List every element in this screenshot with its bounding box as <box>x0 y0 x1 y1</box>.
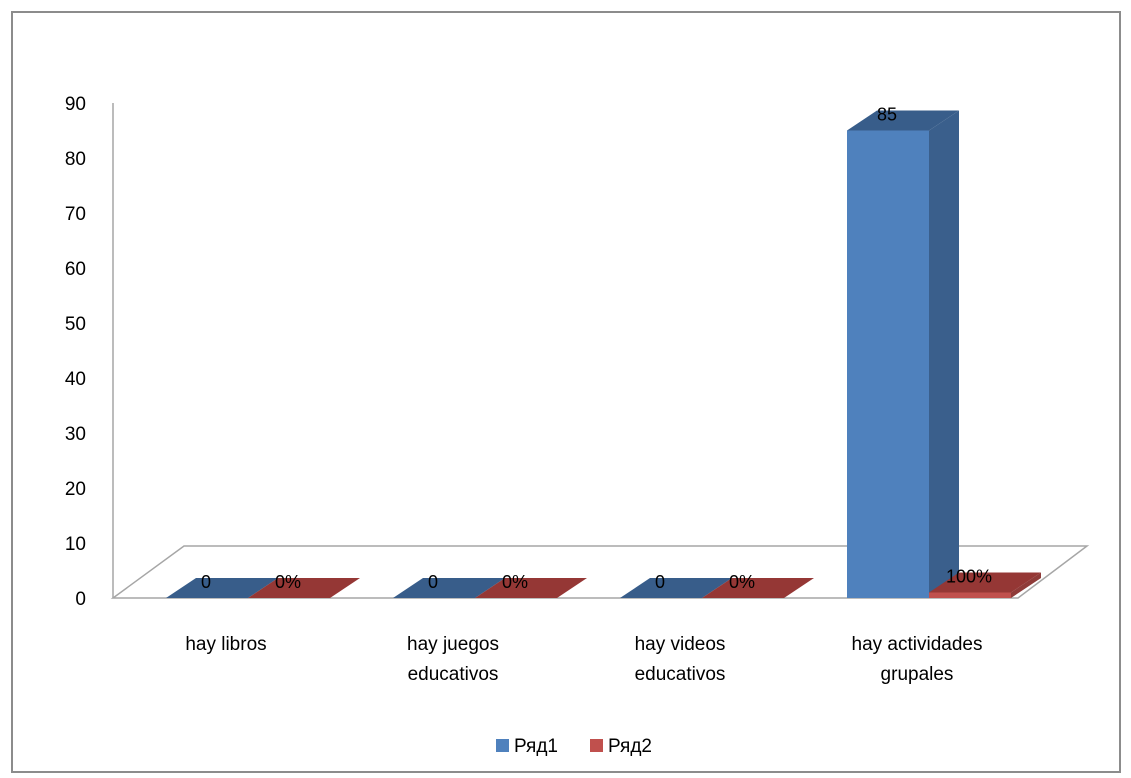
y-tick-label: 30 <box>65 424 86 445</box>
x-tick-label: grupales <box>881 664 954 685</box>
data-label: 0 <box>201 572 211 592</box>
y-tick-label: 50 <box>65 314 86 335</box>
bar-2-front <box>929 592 1011 598</box>
data-label: 85 <box>877 105 897 125</box>
legend-label: Ряд1 <box>514 736 558 757</box>
y-tick-label: 0 <box>75 589 86 610</box>
legend-label: Ряд2 <box>608 736 652 757</box>
x-tick-label: hay libros <box>185 634 266 655</box>
y-tick-label: 90 <box>65 94 86 115</box>
data-label: 0% <box>275 572 301 592</box>
x-tick-label: educativos <box>408 664 499 685</box>
x-tick-label: hay actividades <box>852 634 983 655</box>
bar-1-top <box>847 110 959 131</box>
y-axis: 0 10 20 30 40 50 60 70 80 90 <box>65 94 114 610</box>
y-tick-label: 40 <box>65 369 86 390</box>
data-labels: 0 0% 0 0% 0 0% 85 100% <box>201 105 992 593</box>
bars <box>166 110 1041 598</box>
x-tick-label: educativos <box>635 664 726 685</box>
bar-1-side <box>929 110 959 598</box>
bar-1-top <box>620 578 732 598</box>
data-label: 0 <box>428 572 438 592</box>
legend-swatch <box>590 739 603 752</box>
data-label: 0% <box>502 572 528 592</box>
legend: Ряд1 Ряд2 <box>496 736 652 757</box>
x-axis: hay libros hay juegos educativos hay videos… <box>185 634 982 685</box>
x-tick-label: hay juegos <box>407 634 499 655</box>
bar-1-front <box>847 130 929 598</box>
bar-2-top <box>929 572 1041 593</box>
x-tick-label: hay videos <box>635 634 726 655</box>
y-tick-label: 60 <box>65 259 86 280</box>
y-tick-label: 10 <box>65 534 86 555</box>
data-label: 100% <box>946 567 992 587</box>
data-label: 0 <box>655 572 665 592</box>
bar-1-top <box>393 578 505 598</box>
bar-1-top <box>166 578 278 598</box>
y-tick-label: 70 <box>65 204 86 225</box>
y-tick-label: 20 <box>65 479 86 500</box>
bar-2-top <box>475 578 587 598</box>
legend-swatch <box>496 739 509 752</box>
bar-2-top <box>248 578 360 598</box>
data-label: 0% <box>729 572 755 592</box>
bar-2-side <box>1011 572 1041 598</box>
y-tick-label: 80 <box>65 149 86 170</box>
bar-2-top <box>702 578 814 598</box>
